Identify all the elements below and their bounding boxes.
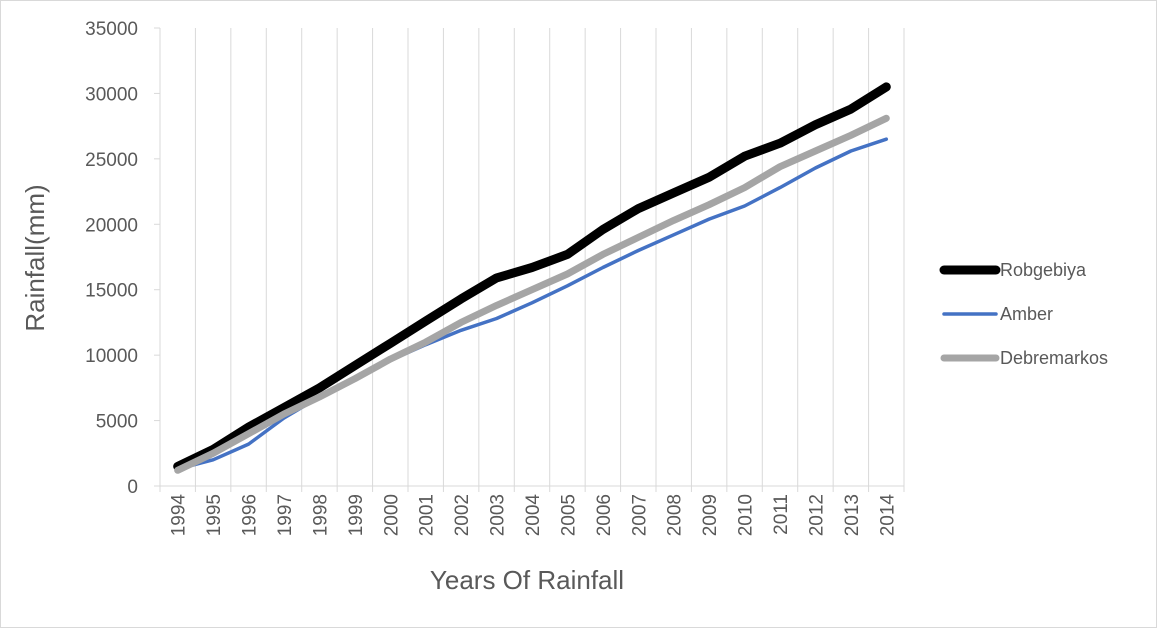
x-axis-title: Years Of Rainfall [430, 565, 624, 595]
x-tick-label: 1996 [240, 494, 261, 536]
x-tick-label: 2012 [806, 494, 827, 536]
y-tick-label: 25000 [85, 150, 138, 171]
x-tick-label: 2000 [381, 494, 402, 536]
x-tick-label: 2007 [629, 494, 650, 536]
x-tick-label: 1997 [275, 494, 296, 536]
x-tick-label: 2005 [558, 494, 579, 536]
x-tick-label: 2008 [665, 494, 686, 536]
x-tick-label: 1998 [310, 494, 331, 536]
y-axis-title: Rainfall(mm) [20, 184, 50, 331]
x-tick-label: 2002 [452, 494, 473, 536]
x-tick-label: 2001 [417, 494, 438, 536]
legend: Robgebiya Amber Debremarkos [939, 260, 1108, 368]
y-tick-label: 35000 [85, 19, 138, 40]
x-tick-label: 2013 [842, 494, 863, 536]
x-tick-label: 2006 [594, 494, 615, 536]
legend-label-debremarkos: Debremarkos [1000, 348, 1108, 368]
tick-labels: 0 5000 10000 15000 20000 25000 30000 35000 1994 1… [85, 19, 898, 536]
series-line-robgebiya [173, 82, 891, 471]
series-line-debremarkos [174, 114, 890, 474]
legend-label-amber: Amber [1000, 304, 1053, 324]
y-tick-label: 10000 [85, 346, 138, 367]
x-tick-label: 2003 [488, 494, 509, 536]
x-tick-label: 2004 [523, 494, 544, 537]
y-tick-label: 0 [127, 477, 138, 498]
series-line-amber [175, 137, 889, 471]
x-tick-label: 2014 [877, 494, 898, 537]
x-tick-label: 1995 [204, 494, 225, 536]
y-tick-label: 5000 [96, 412, 138, 433]
y-tick-label: 20000 [85, 215, 138, 236]
x-tick-label: 2011 [771, 494, 792, 535]
legend-label-robgebiya: Robgebiya [1000, 260, 1087, 280]
y-tick-label: 30000 [85, 84, 138, 105]
x-tick-label: 2010 [736, 494, 757, 536]
y-tick-label: 15000 [85, 281, 138, 302]
x-tick-label: 1994 [169, 494, 190, 537]
axes [154, 27, 905, 492]
series-lines [173, 82, 891, 474]
x-tick-label: 1999 [346, 494, 367, 536]
x-tick-label: 2009 [700, 494, 721, 536]
